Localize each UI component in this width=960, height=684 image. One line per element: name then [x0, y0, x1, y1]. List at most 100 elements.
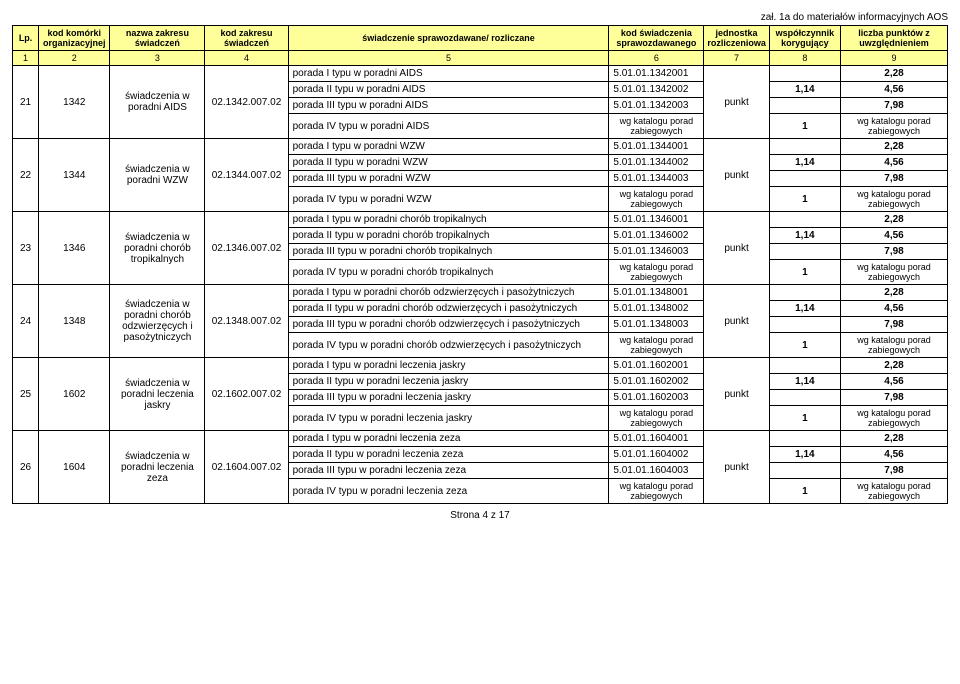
cell-lp: 24: [13, 285, 39, 358]
cell-kod-swiadczenia: 5.01.01.1602002: [609, 374, 704, 390]
cell-wspolczynnik: [769, 463, 840, 479]
cell-swiadczenie: porada II typu w poradni WZW: [288, 155, 609, 171]
num-7: 7: [704, 51, 769, 66]
cell-kod-zakresu: 02.1342.007.02: [205, 66, 288, 139]
cell-punkty: 7,98: [841, 317, 948, 333]
cell-kod-zakresu: 02.1604.007.02: [205, 431, 288, 504]
cell-punkty: 7,98: [841, 390, 948, 406]
cell-nazwa-zakresu: świadczenia w poradni WZW: [110, 139, 205, 212]
cell-wspolczynnik: [769, 212, 840, 228]
cell-swiadczenie: porada IV typu w poradni chorób odzwierz…: [288, 333, 609, 358]
cell-wspolczynnik: 1,14: [769, 447, 840, 463]
header-note: zał. 1a do materiałów informacyjnych AOS: [12, 12, 948, 23]
header-row: Lp. kod komórki organizacyjnej nazwa zak…: [13, 26, 948, 51]
cell-swiadczenie: porada III typu w poradni WZW: [288, 171, 609, 187]
cell-nazwa-zakresu: świadczenia w poradni chorób tropikalnyc…: [110, 212, 205, 285]
cell-kod-swiadczenia: wg katalogu porad zabiegowych: [609, 260, 704, 285]
cell-wspolczynnik: 1: [769, 260, 840, 285]
cell-punkty: 4,56: [841, 301, 948, 317]
cell-swiadczenie: porada III typu w poradni chorób odzwier…: [288, 317, 609, 333]
col-pts: liczba punktów z uwzględnieniem: [841, 26, 948, 51]
cell-swiadczenie: porada III typu w poradni chorób tropika…: [288, 244, 609, 260]
cell-kod-swiadczenia: 5.01.01.1604001: [609, 431, 704, 447]
cell-kod-zakresu: 02.1602.007.02: [205, 358, 288, 431]
cell-swiadczenie: porada IV typu w poradni WZW: [288, 187, 609, 212]
num-5: 5: [288, 51, 609, 66]
num-9: 9: [841, 51, 948, 66]
cell-kod-zakresu: 02.1344.007.02: [205, 139, 288, 212]
cell-punkty: 2,28: [841, 358, 948, 374]
cell-punkty: wg katalogu porad zabiegowych: [841, 187, 948, 212]
cell-jednostka: punkt: [704, 358, 769, 431]
cell-kod-komorki: 1602: [39, 358, 110, 431]
cell-wspolczynnik: 1,14: [769, 374, 840, 390]
col-jr: jednostka rozliczeniowa: [704, 26, 769, 51]
cell-lp: 26: [13, 431, 39, 504]
cell-punkty: 7,98: [841, 244, 948, 260]
col-lp: Lp.: [13, 26, 39, 51]
cell-kod-swiadczenia: 5.01.01.1346002: [609, 228, 704, 244]
cell-kod-swiadczenia: 5.01.01.1602003: [609, 390, 704, 406]
cell-swiadczenie: porada II typu w poradni leczenia jaskry: [288, 374, 609, 390]
cell-jednostka: punkt: [704, 139, 769, 212]
cell-nazwa-zakresu: świadczenia w poradni AIDS: [110, 66, 205, 139]
cell-kod-swiadczenia: 5.01.01.1604002: [609, 447, 704, 463]
cell-kod-swiadczenia: 5.01.01.1346001: [609, 212, 704, 228]
table-row: 221344świadczenia w poradni WZW02.1344.0…: [13, 139, 948, 155]
cell-kod-swiadczenia: 5.01.01.1604003: [609, 463, 704, 479]
cell-swiadczenie: porada IV typu w poradni chorób tropikal…: [288, 260, 609, 285]
cell-kod-komorki: 1348: [39, 285, 110, 358]
cell-swiadczenie: porada IV typu w poradni AIDS: [288, 114, 609, 139]
cell-kod-swiadczenia: 5.01.01.1342001: [609, 66, 704, 82]
cell-wspolczynnik: [769, 285, 840, 301]
cell-lp: 23: [13, 212, 39, 285]
cell-nazwa-zakresu: świadczenia w poradni chorób odzwierzęcy…: [110, 285, 205, 358]
cell-kod-swiadczenia: wg katalogu porad zabiegowych: [609, 187, 704, 212]
cell-swiadczenie: porada III typu w poradni leczenia jaskr…: [288, 390, 609, 406]
cell-kod-swiadczenia: wg katalogu porad zabiegowych: [609, 406, 704, 431]
cell-swiadczenie: porada IV typu w poradni leczenia jaskry: [288, 406, 609, 431]
cell-wspolczynnik: 1: [769, 406, 840, 431]
cell-kod-swiadczenia: 5.01.01.1348001: [609, 285, 704, 301]
cell-swiadczenie: porada II typu w poradni chorób tropikal…: [288, 228, 609, 244]
cell-swiadczenie: porada II typu w poradni AIDS: [288, 82, 609, 98]
cell-jednostka: punkt: [704, 212, 769, 285]
cell-punkty: wg katalogu porad zabiegowych: [841, 114, 948, 139]
cell-wspolczynnik: 1: [769, 479, 840, 504]
cell-wspolczynnik: [769, 431, 840, 447]
cell-punkty: 4,56: [841, 155, 948, 171]
cell-wspolczynnik: 1,14: [769, 228, 840, 244]
cell-lp: 22: [13, 139, 39, 212]
cell-wspolczynnik: [769, 317, 840, 333]
cell-kod-swiadczenia: 5.01.01.1346003: [609, 244, 704, 260]
cell-kod-swiadczenia: 5.01.01.1342003: [609, 98, 704, 114]
cell-wspolczynnik: [769, 66, 840, 82]
cell-lp: 25: [13, 358, 39, 431]
cell-kod-komorki: 1604: [39, 431, 110, 504]
cell-jednostka: punkt: [704, 285, 769, 358]
table-row: 241348świadczenia w poradni chorób odzwi…: [13, 285, 948, 301]
cell-kod-swiadczenia: 5.01.01.1348002: [609, 301, 704, 317]
col-sw: świadczenie sprawozdawane/ rozliczane: [288, 26, 609, 51]
num-1: 1: [13, 51, 39, 66]
cell-kod-komorki: 1342: [39, 66, 110, 139]
cell-punkty: wg katalogu porad zabiegowych: [841, 479, 948, 504]
cell-swiadczenie: porada II typu w poradni chorób odzwierz…: [288, 301, 609, 317]
col-nz: nazwa zakresu świadczeń: [110, 26, 205, 51]
col-kz: kod zakresu świadczeń: [205, 26, 288, 51]
cell-punkty: wg katalogu porad zabiegowych: [841, 333, 948, 358]
cell-jednostka: punkt: [704, 431, 769, 504]
cell-swiadczenie: porada I typu w poradni chorób tropikaln…: [288, 212, 609, 228]
cell-wspolczynnik: [769, 244, 840, 260]
cell-wspolczynnik: 1,14: [769, 155, 840, 171]
cell-kod-swiadczenia: 5.01.01.1348003: [609, 317, 704, 333]
num-4: 4: [205, 51, 288, 66]
cell-kod-swiadczenia: 5.01.01.1344002: [609, 155, 704, 171]
data-table: Lp. kod komórki organizacyjnej nazwa zak…: [12, 25, 948, 504]
cell-wspolczynnik: 1: [769, 114, 840, 139]
col-kk: kod komórki organizacyjnej: [39, 26, 110, 51]
cell-kod-swiadczenia: 5.01.01.1342002: [609, 82, 704, 98]
num-2: 2: [39, 51, 110, 66]
cell-punkty: 2,28: [841, 66, 948, 82]
cell-wspolczynnik: 1,14: [769, 82, 840, 98]
